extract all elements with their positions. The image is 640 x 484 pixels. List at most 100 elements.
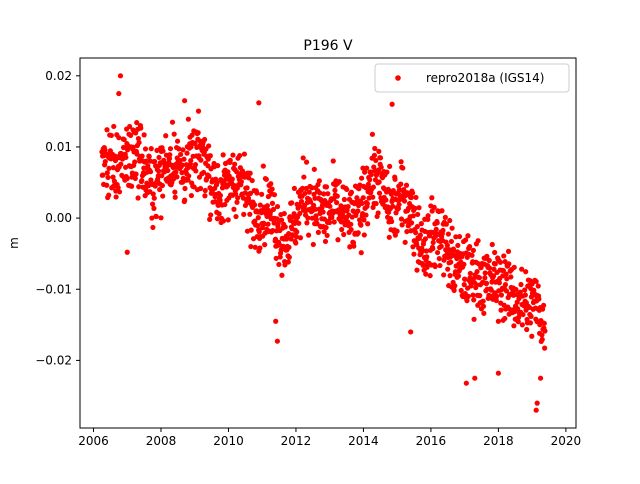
data-point	[270, 227, 276, 234]
data-point	[542, 328, 548, 334]
data-point	[411, 251, 417, 257]
data-point	[398, 216, 405, 222]
x-tick-label: 2012	[281, 434, 312, 448]
data-point	[249, 177, 255, 184]
data-point	[520, 311, 526, 318]
data-point	[348, 227, 354, 233]
data-point	[396, 201, 402, 208]
data-point	[303, 159, 310, 165]
data-point	[482, 275, 488, 281]
data-point	[437, 262, 443, 269]
data-point	[336, 179, 342, 185]
data-point	[128, 132, 134, 138]
data-point	[111, 123, 117, 130]
data-point	[471, 316, 477, 322]
data-point	[489, 241, 495, 248]
data-point	[386, 234, 392, 240]
chart-title: P196 V	[303, 38, 353, 54]
data-point	[413, 230, 419, 236]
data-point	[438, 243, 444, 249]
data-point	[185, 177, 191, 183]
data-point	[130, 144, 136, 150]
data-point	[135, 195, 141, 201]
data-point	[383, 197, 389, 203]
data-point	[241, 211, 247, 217]
data-point	[443, 221, 449, 227]
data-point	[364, 200, 370, 207]
data-point	[458, 287, 464, 294]
data-point	[217, 192, 224, 199]
data-point	[424, 254, 430, 260]
data-point	[206, 173, 212, 179]
data-point	[348, 189, 355, 195]
data-point	[247, 190, 254, 196]
data-point	[156, 168, 162, 174]
data-point	[222, 201, 228, 208]
data-point	[215, 202, 222, 208]
data-point	[270, 206, 277, 212]
data-point	[104, 127, 110, 133]
data-point	[484, 253, 490, 259]
data-point	[444, 242, 450, 248]
data-point	[312, 206, 318, 212]
data-point	[135, 135, 141, 142]
data-point	[392, 176, 398, 182]
data-point	[305, 232, 312, 238]
data-point	[180, 147, 186, 153]
data-point	[445, 231, 451, 237]
data-point	[316, 178, 322, 184]
data-point	[327, 203, 333, 209]
data-point	[389, 101, 395, 107]
y-tick-label: 0.01	[45, 140, 72, 154]
data-point	[182, 197, 188, 203]
data-point	[178, 151, 184, 158]
data-point	[269, 186, 275, 192]
data-point	[174, 174, 180, 180]
data-point	[502, 315, 508, 322]
data-point	[151, 205, 157, 211]
data-point	[447, 217, 453, 224]
data-point	[403, 182, 410, 188]
data-point	[433, 226, 439, 232]
data-point	[496, 280, 502, 286]
data-point	[276, 261, 282, 268]
data-point	[373, 157, 379, 164]
data-point	[232, 161, 238, 167]
data-point	[376, 148, 382, 154]
data-point	[408, 329, 414, 335]
data-point	[156, 154, 162, 161]
data-point	[154, 147, 160, 154]
data-point	[475, 238, 481, 244]
x-axis: 2006 2008 2010 2012 2014 2016 2018 2020	[78, 428, 581, 448]
plot-frame	[79, 57, 577, 429]
data-point	[167, 152, 173, 158]
data-point	[361, 217, 367, 223]
data-point	[368, 171, 374, 178]
data-point	[465, 293, 471, 299]
data-point	[159, 182, 165, 189]
data-point	[124, 249, 130, 255]
data-point	[248, 243, 254, 250]
data-point	[528, 313, 534, 319]
data-point	[358, 250, 364, 256]
data-point	[518, 281, 524, 288]
data-point	[308, 199, 314, 205]
data-point	[329, 214, 335, 220]
data-point	[257, 202, 263, 208]
data-point	[124, 175, 130, 182]
data-point	[252, 218, 258, 224]
data-point	[472, 375, 478, 381]
data-point	[498, 292, 504, 298]
data-point	[325, 191, 331, 197]
data-point	[136, 184, 142, 190]
data-point	[139, 177, 145, 184]
data-point	[300, 155, 306, 161]
data-point	[511, 323, 517, 329]
data-point	[541, 320, 547, 326]
data-point	[189, 132, 195, 138]
data-point	[508, 274, 514, 280]
data-point	[453, 234, 459, 240]
data-point	[404, 228, 410, 235]
data-point	[110, 174, 116, 180]
